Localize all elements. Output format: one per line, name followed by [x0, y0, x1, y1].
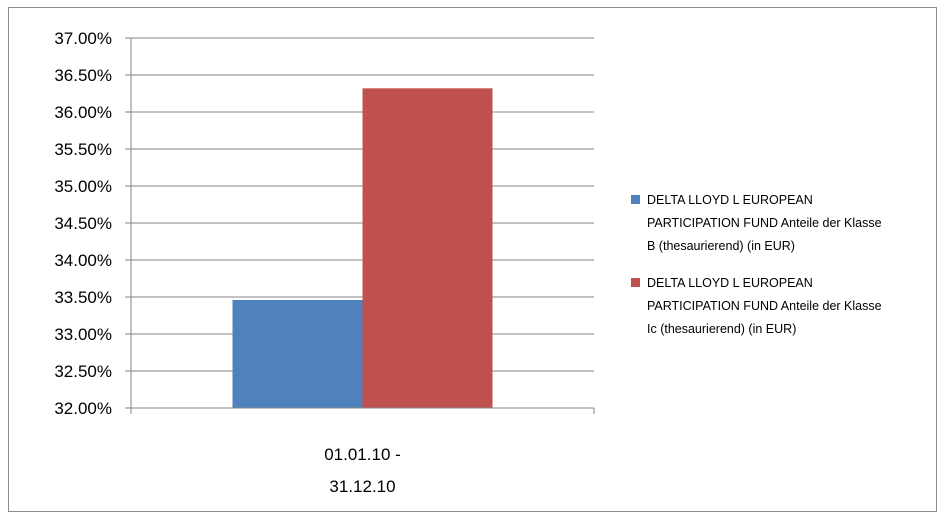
legend-swatch-1: [631, 195, 640, 204]
legend-label-line: Ic (thesaurierend) (in EUR): [647, 322, 796, 336]
y-tick-label: 36.00%: [54, 103, 112, 122]
x-category-label: 01.01.10 - 31.12.10: [324, 445, 401, 496]
legend-label-line: DELTA LLOYD L EUROPEAN: [647, 276, 813, 290]
x-category-label-line: 01.01.10 -: [324, 445, 401, 464]
y-tick-label: 32.00%: [54, 399, 112, 418]
bar-2: [362, 88, 493, 408]
legend-label-line: DELTA LLOYD L EUROPEAN: [647, 193, 813, 207]
y-tick-label: 32.50%: [54, 362, 112, 381]
bar-1: [232, 299, 363, 408]
y-tick-label: 37.00%: [54, 29, 112, 48]
y-tick-label: 33.00%: [54, 325, 112, 344]
legend-label-line: PARTICIPATION FUND Anteile der Klasse: [647, 216, 882, 230]
legend-label-1: DELTA LLOYD L EUROPEAN PARTICIPATION FUND…: [647, 193, 882, 253]
y-tick-label: 36.50%: [54, 66, 112, 85]
legend-swatch-2: [631, 278, 640, 287]
y-tick-label: 35.50%: [54, 140, 112, 159]
legend-label-line: PARTICIPATION FUND Anteile der Klasse: [647, 299, 882, 313]
legend-label-line: B (thesaurierend) (in EUR): [647, 239, 795, 253]
y-tick-label: 33.50%: [54, 288, 112, 307]
legend-label-2: DELTA LLOYD L EUROPEAN PARTICIPATION FUND…: [647, 276, 882, 336]
y-tick-label: 35.00%: [54, 177, 112, 196]
x-category-label-line: 31.12.10: [329, 477, 395, 496]
y-tick-label: 34.50%: [54, 214, 112, 233]
y-tick-label: 34.00%: [54, 251, 112, 270]
